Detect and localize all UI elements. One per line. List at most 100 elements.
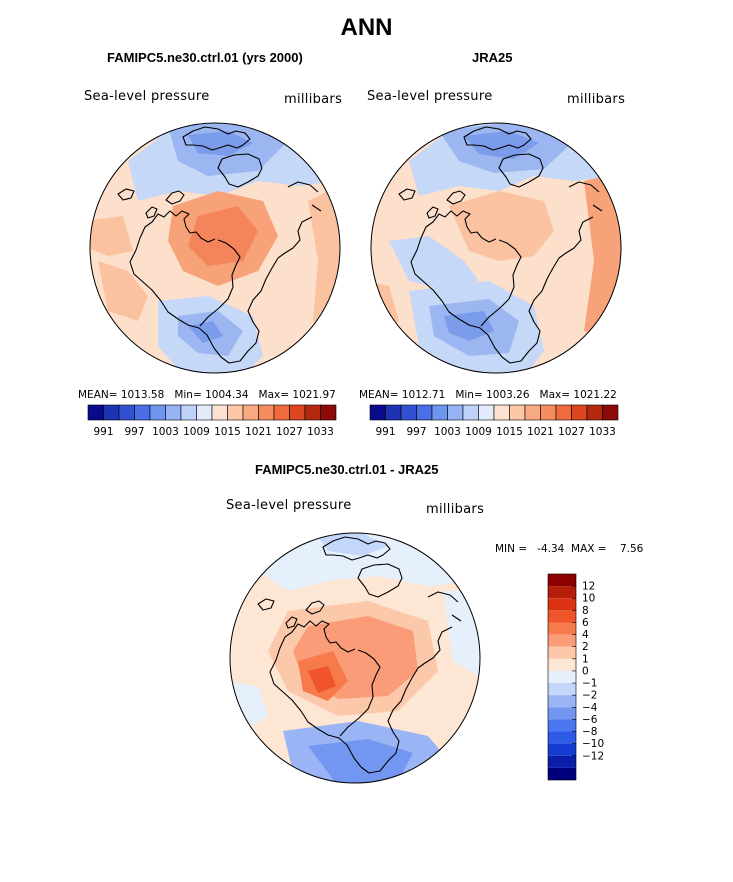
panel1-colorbar-swatch xyxy=(118,404,135,421)
panel3-colorbar-swatch xyxy=(548,670,576,684)
panel3-colorbar-swatch xyxy=(548,574,576,587)
panel2-colorbar-swatch xyxy=(524,404,541,421)
panel1-mean-label: MEAN= xyxy=(78,389,118,401)
panel3-colorbar-tick-label: −10 xyxy=(582,738,604,750)
panel3-colorbar-swatch xyxy=(548,707,576,720)
panel2-coastline xyxy=(463,126,532,151)
panel3-colorbar-swatch xyxy=(548,719,576,732)
panel1-units-label: millibars xyxy=(284,92,343,107)
panel1-min-label: Min= xyxy=(174,389,202,401)
panel3-coastline xyxy=(451,614,462,622)
panel2-polar-map xyxy=(370,122,622,374)
panel3-colorbar-tick-label: 0 xyxy=(582,665,589,677)
panel3-coastline xyxy=(257,598,275,611)
panel1-map-border xyxy=(89,122,341,374)
panel1-left-label: Sea-level pressure xyxy=(84,89,210,104)
panel2-left-label: Sea-level pressure xyxy=(367,89,493,104)
panel2-pressure-region xyxy=(444,311,494,341)
panel1-max-label: Max= xyxy=(258,389,290,401)
panel3-coastline xyxy=(269,620,362,768)
panel2-min-value: 1003.26 xyxy=(486,389,530,401)
panel1-colorbar-swatch xyxy=(258,404,275,421)
panel2-pressure-region xyxy=(464,131,539,159)
panel3-colorbar-swatch xyxy=(548,731,576,744)
panel2-colorbar-swatch xyxy=(540,404,557,421)
panel1-colorbar-tick-label: 1027 xyxy=(276,426,303,438)
panel1-colorbar-swatch xyxy=(304,404,321,421)
panel3-colorbar-tick-label: −8 xyxy=(582,726,597,738)
panel1-colorbar-tick-label: 1009 xyxy=(183,426,210,438)
panel1-colorbar-swatch xyxy=(227,404,244,421)
panel3-max-value: 7.56 xyxy=(619,543,644,555)
panel2-colorbar-swatch xyxy=(462,404,479,421)
panel3-colorbar-swatch xyxy=(548,610,576,623)
panel1-colorbar-tick-label: 991 xyxy=(93,426,113,438)
panel3-colorbar-tick-label: −1 xyxy=(582,678,597,690)
panel3-colorbar-tick-label: 10 xyxy=(582,593,595,605)
panel1-coastline xyxy=(145,206,158,219)
panel2-colorbar-swatch xyxy=(385,404,402,421)
panel1-colorbar-swatch xyxy=(211,404,228,421)
panel1-coastline xyxy=(117,188,135,201)
panel1-colorbar-tick-label: 1033 xyxy=(307,426,334,438)
panel2-mean-value: 1012.71 xyxy=(401,389,446,401)
panel1-colorbar-swatch xyxy=(103,404,120,421)
panel2-pressure-region xyxy=(449,191,554,261)
panel1-colorbar-swatch xyxy=(87,404,104,421)
panel1-coastline xyxy=(277,216,313,259)
panel2-title: JRA25 xyxy=(472,50,513,65)
panel2-mean-label: MEAN= xyxy=(359,389,399,401)
panel3-title: FAMIPC5.ne30.ctrl.01 - JRA25 xyxy=(255,462,439,477)
panel2-coastline xyxy=(446,190,466,205)
panel2-colorbar-swatch xyxy=(555,404,572,421)
panel1-colorbar-tick-label: 997 xyxy=(124,426,144,438)
panel1-coastline xyxy=(311,204,322,212)
panel3-left-label: Sea-level pressure xyxy=(226,498,352,513)
panel1-colorbar-swatch xyxy=(180,404,197,421)
panel2-colorbar-swatch xyxy=(416,404,433,421)
panel3-coastlines xyxy=(257,536,462,774)
panel2-colorbar-tick-label: 991 xyxy=(375,426,395,438)
panel3-colorbar-tick-label: 8 xyxy=(582,605,589,617)
panel2-colorbar-tick-label: 1003 xyxy=(434,426,461,438)
panel2-colorbar-swatch xyxy=(369,404,386,421)
panel1-coastline xyxy=(165,190,185,205)
panel1-colorbar-swatch xyxy=(196,404,213,421)
panel3-coastline xyxy=(360,667,419,774)
panel3-colorbar-swatch xyxy=(548,755,576,768)
panel1-pressure-region xyxy=(90,216,133,256)
panel3-coastline xyxy=(322,536,391,561)
panel1-coastline xyxy=(220,257,279,364)
panel2-coastline xyxy=(592,204,603,212)
panel1-colorbar-tick-label: 1021 xyxy=(245,426,272,438)
panel1-colorbar-swatch xyxy=(273,404,290,421)
panel1-stats: MEAN= 1013.58 Min= 1004.34 Max= 1021.97 xyxy=(78,389,336,401)
panel1-max-value: 1021.97 xyxy=(292,389,336,401)
panel3-colorbar-swatch xyxy=(548,658,576,671)
panel2-coastlines xyxy=(398,126,603,364)
panel1-coastline xyxy=(287,181,319,193)
panel1-polar-map xyxy=(89,122,341,374)
panel2-colorbar: 991 997 1003 1009 1015 1021 1027 1033 xyxy=(369,404,619,438)
panel1-coastline xyxy=(129,210,222,358)
panel2-map-border xyxy=(370,122,622,374)
panel2-colorbar-swatch xyxy=(431,404,448,421)
panel2-min-label: Min= xyxy=(455,389,483,401)
panel1-mean-value: 1013.58 xyxy=(120,389,165,401)
panel3-colorbar-tick-label: 1 xyxy=(582,653,589,665)
panel3-colorbar-swatch xyxy=(548,598,576,611)
panel3-colorbar-swatch xyxy=(548,646,576,659)
panel2-units-label: millibars xyxy=(567,92,626,107)
panel3-pressure-region xyxy=(318,533,388,556)
panel3-colorbar-tick-label: 6 xyxy=(582,617,589,629)
panel3-min-label: MIN = xyxy=(495,543,528,555)
panel2-colorbar-tick-label: 1015 xyxy=(496,426,523,438)
panel2-colorbar-tick-label: 1027 xyxy=(558,426,585,438)
panel3-coastline xyxy=(339,649,381,737)
panel2-coastline xyxy=(568,181,600,193)
panel3-pressure-region xyxy=(308,666,336,693)
panel3-colorbar-swatch xyxy=(548,767,576,780)
panel3-colorbar-tick-label: 4 xyxy=(582,629,589,641)
panel3-colorbar-swatch xyxy=(548,622,576,635)
